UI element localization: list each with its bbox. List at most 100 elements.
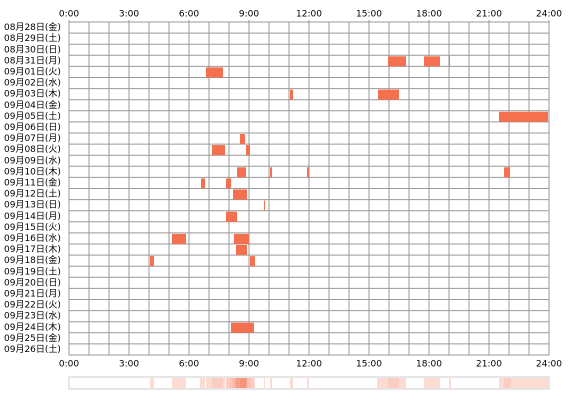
density-cell (425, 378, 426, 388)
activity-block (236, 245, 247, 256)
density-cell (230, 378, 231, 388)
density-cell (178, 378, 179, 388)
row-label: 09月21日(月) (4, 288, 61, 299)
activity-block (270, 167, 272, 178)
density-cell (531, 378, 532, 388)
x-tick-label-bottom: 15:00 (356, 360, 382, 370)
density-cell (392, 378, 393, 388)
density-cell (150, 378, 151, 388)
x-tick-label-bottom: 9:00 (239, 360, 259, 370)
density-cell (388, 378, 389, 388)
row-label: 09月22日(火) (4, 300, 61, 311)
density-cell (502, 378, 503, 388)
activity-block (250, 256, 255, 267)
density-cell (217, 378, 218, 388)
density-cell (529, 378, 530, 388)
density-cell (389, 378, 390, 388)
density-cell (401, 378, 402, 388)
density-cell (231, 378, 232, 388)
density-cell (439, 378, 440, 388)
density-cell (242, 378, 243, 388)
density-cell (402, 378, 403, 388)
density-cell (383, 378, 384, 388)
row-label: 08月29日(土) (4, 32, 61, 44)
density-cell (521, 378, 522, 388)
row-label: 09月07日(月) (4, 133, 61, 144)
x-tick-label-top: 18:00 (416, 10, 442, 20)
density-cell (226, 378, 227, 388)
density-cell (182, 378, 183, 388)
row-label: 09月05日(土) (4, 110, 61, 122)
density-cell (384, 378, 385, 388)
density-cell (291, 378, 292, 388)
density-cell (499, 378, 500, 388)
density-cell (514, 378, 515, 388)
row-label: 09月01日(火) (4, 66, 61, 77)
density-cell (404, 378, 405, 388)
density-cell (544, 378, 545, 388)
row-label: 09月03日(木) (4, 88, 61, 100)
density-cell (515, 378, 516, 388)
density-cell (235, 378, 236, 388)
density-cell (500, 378, 501, 388)
activity-block (234, 233, 249, 244)
density-cell (224, 378, 225, 388)
activity-block (226, 211, 237, 222)
density-cell (152, 378, 153, 388)
density-cell (432, 378, 433, 388)
density-cell (227, 378, 228, 388)
density-cell (172, 378, 173, 388)
density-cell (229, 378, 230, 388)
density-cell (264, 378, 265, 388)
density-cell (243, 378, 244, 388)
density-cell (250, 378, 251, 388)
density-cell (240, 378, 241, 388)
density-cell (397, 378, 398, 388)
density-cell (398, 378, 399, 388)
x-tick-label-top: 9:00 (239, 10, 259, 20)
density-cell (185, 378, 186, 388)
density-cell (542, 378, 543, 388)
row-label: 09月26日(土) (4, 343, 61, 355)
density-cell (534, 378, 535, 388)
density-cell (533, 378, 534, 388)
density-cell (501, 378, 502, 388)
density-cell (270, 378, 271, 388)
density-cell (241, 378, 242, 388)
density-cell (524, 378, 525, 388)
density-cell (252, 378, 253, 388)
density-cell (218, 378, 219, 388)
density-cell (221, 378, 222, 388)
activity-block (388, 56, 406, 67)
activity-block (264, 200, 265, 211)
density-cell (214, 378, 215, 388)
density-cell (510, 378, 511, 388)
row-label: 09月15日(火) (4, 222, 61, 233)
density-cell (253, 378, 254, 388)
row-label: 09月02日(水) (4, 77, 61, 89)
density-cell (430, 378, 431, 388)
activity-block (212, 145, 225, 156)
density-cell (177, 378, 178, 388)
row-label: 09月17日(木) (4, 243, 61, 255)
row-label: 09月24日(木) (4, 321, 61, 333)
density-cell (228, 378, 229, 388)
density-cell (504, 378, 505, 388)
density-cell (179, 378, 180, 388)
x-tick-label-top: 6:00 (179, 10, 199, 20)
x-tick-label-bottom: 24:00 (536, 360, 562, 370)
density-cell (523, 378, 524, 388)
density-cell (248, 378, 249, 388)
density-cell (200, 378, 201, 388)
density-cell (539, 378, 540, 388)
density-cell (219, 378, 220, 388)
density-cell (438, 378, 439, 388)
activity-block (226, 178, 231, 189)
row-label: 09月25日(金) (4, 332, 61, 344)
density-cell (506, 378, 507, 388)
density-cell (175, 378, 176, 388)
activity-block (290, 89, 293, 100)
density-cell (505, 378, 506, 388)
density-cell (203, 378, 204, 388)
activity-block (233, 189, 247, 200)
